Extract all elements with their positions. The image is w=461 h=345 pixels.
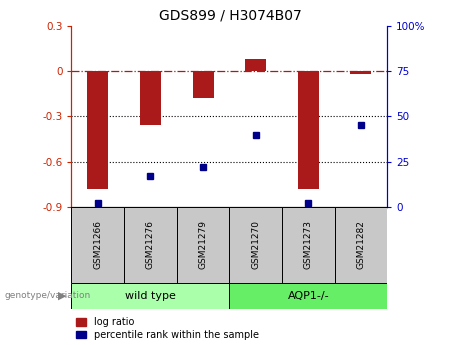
Text: GSM21270: GSM21270 — [251, 220, 260, 269]
Text: GSM21279: GSM21279 — [199, 220, 207, 269]
Text: GDS899 / H3074B07: GDS899 / H3074B07 — [159, 9, 302, 23]
Bar — [282, 207, 335, 283]
Text: GSM21276: GSM21276 — [146, 220, 155, 269]
Legend: log ratio, percentile rank within the sample: log ratio, percentile rank within the sa… — [77, 317, 259, 340]
Bar — [350, 71, 372, 74]
Bar — [177, 207, 229, 283]
Text: wild type: wild type — [125, 291, 176, 301]
Bar — [245, 59, 266, 71]
Bar — [71, 207, 124, 283]
Bar — [71, 283, 230, 309]
Bar — [87, 71, 108, 189]
Bar — [298, 71, 319, 189]
Text: GSM21266: GSM21266 — [93, 220, 102, 269]
Bar — [124, 207, 177, 283]
Text: GSM21282: GSM21282 — [356, 220, 366, 269]
Text: GSM21273: GSM21273 — [304, 220, 313, 269]
Text: ▶: ▶ — [59, 291, 67, 301]
Bar — [193, 71, 213, 98]
Bar — [229, 207, 282, 283]
Bar — [335, 207, 387, 283]
Bar — [229, 283, 387, 309]
Text: genotype/variation: genotype/variation — [5, 291, 91, 300]
Text: AQP1-/-: AQP1-/- — [288, 291, 329, 301]
Bar — [140, 71, 161, 126]
